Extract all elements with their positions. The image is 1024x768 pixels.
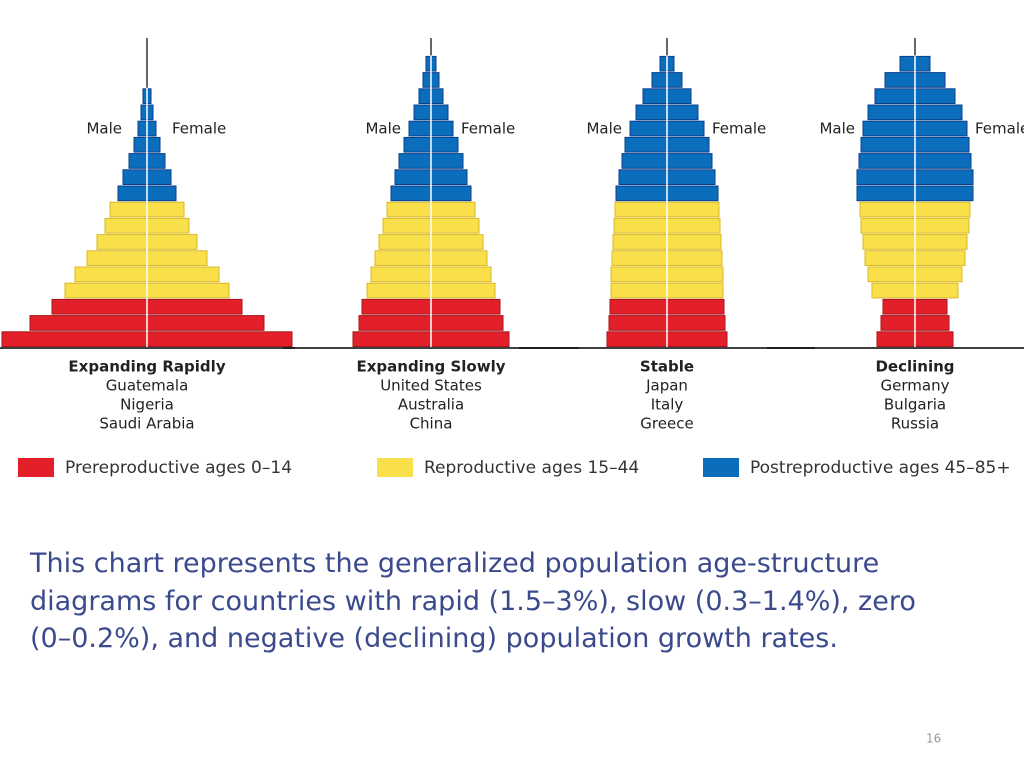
female-label: Female — [172, 120, 226, 138]
female-label: Female — [712, 120, 766, 138]
legend-label: Reproductive ages 15–44 — [424, 458, 639, 478]
pyramid-title: Expanding Slowly — [356, 358, 505, 376]
pyramid-title: Expanding Rapidly — [68, 358, 225, 376]
country: Russia — [891, 415, 939, 433]
country: Greece — [640, 415, 693, 433]
country: China — [410, 415, 453, 433]
country: Nigeria — [120, 396, 174, 414]
country: Saudi Arabia — [99, 415, 194, 433]
male-label: Male — [86, 120, 122, 138]
legend-swatch — [18, 458, 54, 477]
female-label: Female — [461, 120, 515, 138]
caption-line: diagrams for countries with rapid (1.5–3… — [30, 586, 916, 617]
legend-swatch — [703, 458, 739, 477]
pyramid-title: Declining — [875, 358, 954, 376]
country: Australia — [398, 396, 464, 414]
country: Germany — [881, 377, 950, 395]
caption-line: (0–0.2%), and negative (declining) popul… — [30, 623, 838, 654]
male-label: Male — [819, 120, 855, 138]
male-label: Male — [365, 120, 401, 138]
country: Bulgaria — [884, 396, 946, 414]
male-label: Male — [586, 120, 622, 138]
legend-swatch — [377, 458, 413, 477]
legend-label: Prereproductive ages 0–14 — [65, 458, 292, 478]
legend-label: Postreproductive ages 45–85+ — [750, 458, 1011, 478]
country: Japan — [645, 377, 688, 395]
female-label: Female — [975, 120, 1024, 138]
country: Guatemala — [106, 377, 189, 395]
country: United States — [380, 377, 482, 395]
caption-line: This chart represents the generalized po… — [29, 548, 879, 579]
page-number: 16 — [926, 732, 941, 746]
country: Italy — [651, 396, 684, 414]
pyramid-title: Stable — [640, 358, 694, 376]
